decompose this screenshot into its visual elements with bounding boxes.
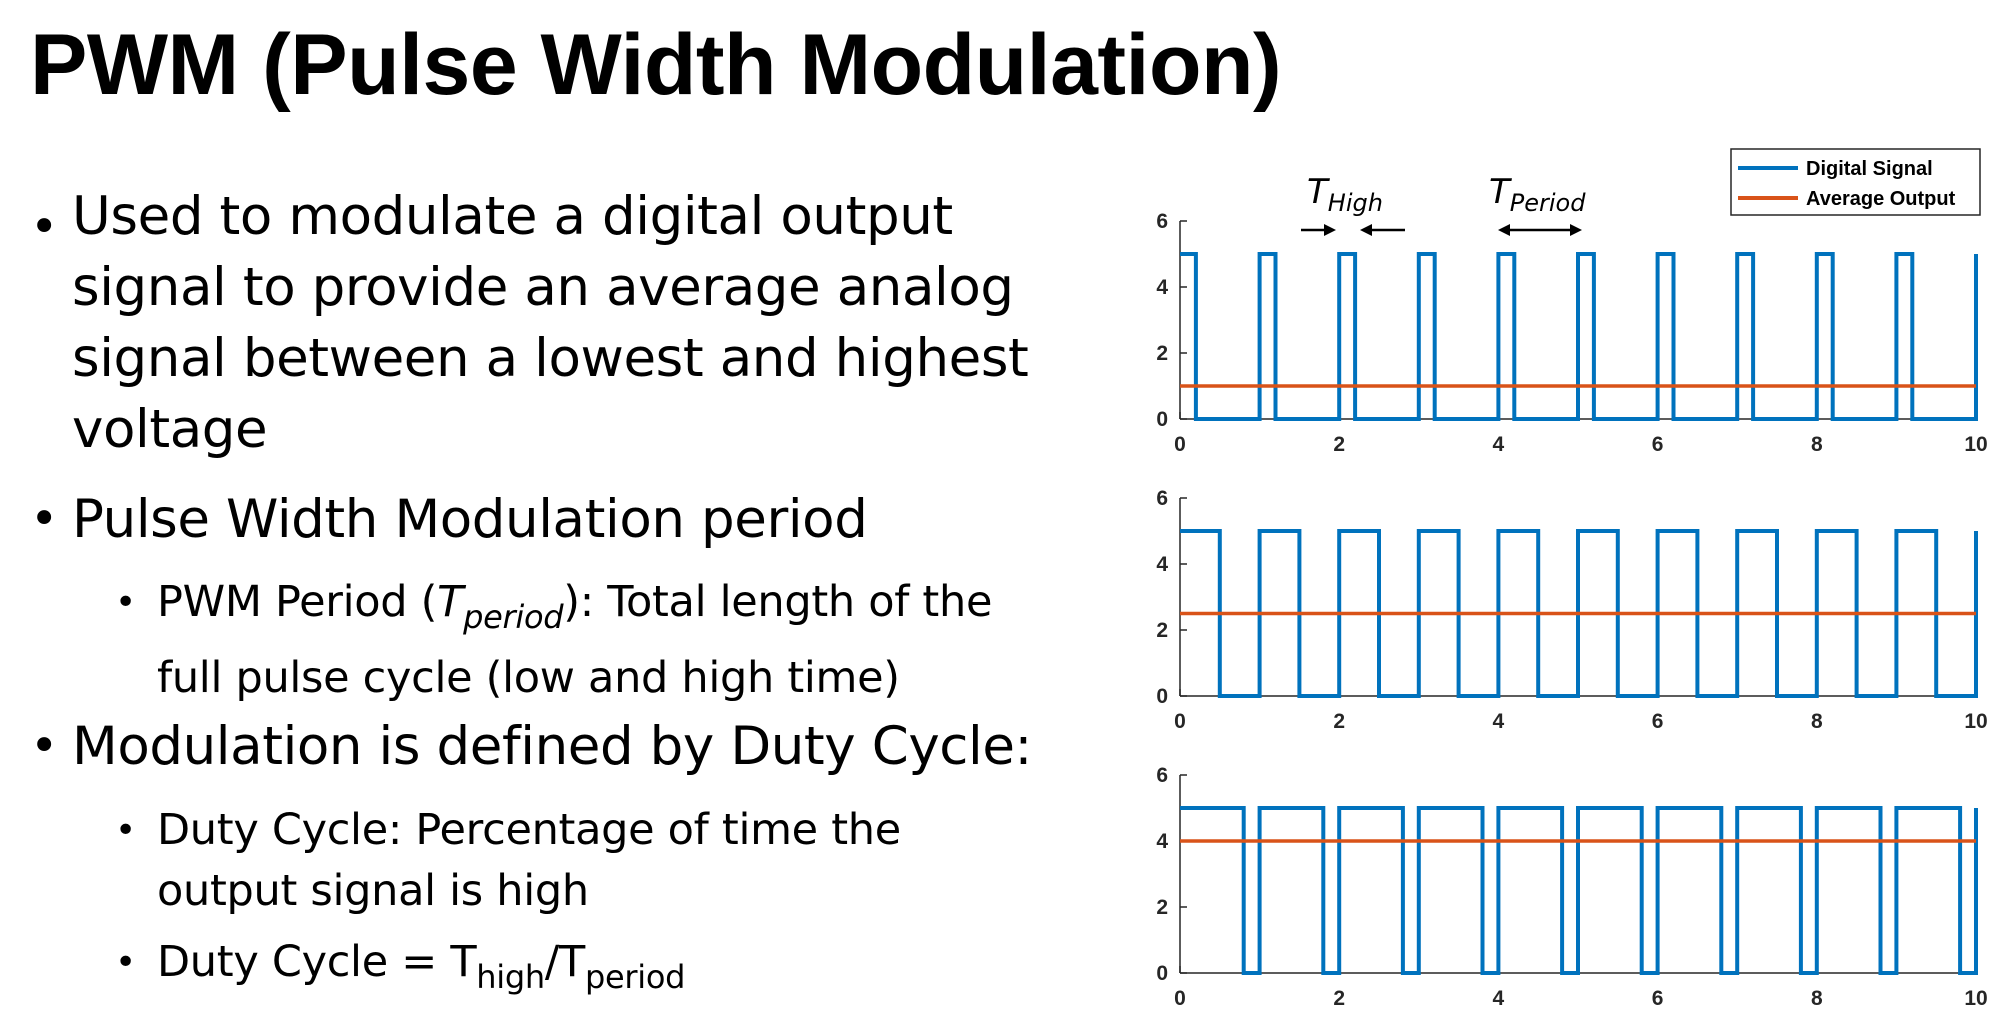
x-tick-label: 4 [1493, 987, 1505, 1010]
t-period-subscript: Period [1510, 189, 1586, 217]
bullet-dot: • [30, 199, 59, 255]
t-high-label: THigh [1307, 172, 1383, 217]
x-tick-label: 0 [1174, 987, 1186, 1010]
x-tick-label: 2 [1333, 710, 1345, 733]
y-tick-label: 0 [1156, 685, 1168, 708]
sub-bullet-dot: • [115, 810, 137, 851]
t-symbol: T [437, 577, 464, 627]
t-period-subscript: period [463, 598, 564, 636]
bullet-2-1: PWM Period (Tperiod): Total length of th… [157, 572, 1077, 709]
slide-title: PWM (Pulse Width Modulation) [30, 17, 1282, 113]
legend-box [1730, 148, 1981, 216]
chart-panel-2: 0 2 4 6 0 2 4 6 8 10 [1156, 487, 1987, 733]
arrow-head-right [1324, 224, 1336, 236]
bullet-2-1-prefix: PWM Period ( [157, 577, 438, 627]
bullet-dot: • [30, 718, 59, 774]
y-tick-label: 4 [1156, 276, 1168, 299]
y-tick-label: 6 [1156, 487, 1168, 510]
chart-panel-1: 0 2 4 6 0 2 4 6 8 10 Digital Signal Average Output T… [1156, 148, 1988, 456]
y-tick-label: 2 [1156, 896, 1168, 919]
x-tick-label: 8 [1811, 987, 1823, 1010]
bullet-1: Used to modulate a digital output signal… [72, 186, 1029, 460]
t-symbol: T [1489, 172, 1512, 212]
t-period-label: TPeriod [1489, 172, 1586, 217]
x-tick-label: 6 [1652, 987, 1664, 1010]
y-tick-label: 4 [1156, 553, 1168, 576]
duty-formula-prefix: Duty Cycle = T [157, 937, 477, 987]
y-tick-label: 6 [1156, 764, 1168, 787]
x-tick-label: 6 [1652, 433, 1664, 456]
x-tick-label: 0 [1174, 433, 1186, 456]
x-tick-label: 10 [1964, 433, 1987, 456]
bullet-3-1-line1: Duty Cycle: Percentage of time the [157, 805, 901, 855]
y-tick-label: 6 [1156, 210, 1168, 233]
bullet-dot: • [30, 491, 59, 547]
digital-signal-line [1180, 806, 1978, 975]
digital-signal-line [1180, 529, 1978, 698]
bullet-3-1: Duty Cycle: Percentage of time the outpu… [157, 800, 1077, 922]
t-high-subscript: High [1328, 189, 1383, 217]
y-tick-label: 0 [1156, 962, 1168, 985]
legend: Digital Signal Average Output [1730, 148, 1981, 216]
chart-panel-3: 0 2 4 6 0 2 4 6 8 10 [1156, 764, 1987, 1010]
t-high-subscript: high [476, 958, 545, 996]
bullet-2-1-line2: full pulse cycle (low and high time) [157, 653, 900, 703]
bullet-3: Modulation is defined by Duty Cycle: [72, 716, 1033, 777]
arrow-head-right [1570, 224, 1582, 236]
y-tick-label: 0 [1156, 408, 1168, 431]
legend-digital-label: Digital Signal [1806, 158, 1933, 180]
legend-average-label: Average Output [1806, 188, 1956, 210]
bullet-2-1-suffix: ): Total length of the [563, 577, 993, 627]
x-tick-label: 8 [1811, 433, 1823, 456]
digital-signal-line [1180, 252, 1978, 421]
x-tick-label: 4 [1493, 433, 1505, 456]
bullet-3-2: Duty Cycle = Thigh/Tperiod [157, 932, 1077, 1008]
duty-formula-slash: /T [544, 937, 586, 987]
arrow-head-left [1498, 224, 1510, 236]
t-symbol: T [1307, 172, 1330, 212]
bullet-2: Pulse Width Modulation period [72, 489, 868, 550]
sub-bullet-dot: • [115, 582, 137, 623]
x-tick-label: 10 [1964, 710, 1987, 733]
x-tick-label: 10 [1964, 987, 1987, 1010]
x-tick-label: 2 [1333, 987, 1345, 1010]
sub-bullet-dot: • [115, 942, 137, 983]
x-tick-label: 0 [1174, 710, 1186, 733]
arrow-head-left [1360, 224, 1372, 236]
x-tick-label: 8 [1811, 710, 1823, 733]
x-tick-label: 4 [1493, 710, 1505, 733]
x-tick-label: 6 [1652, 710, 1664, 733]
t-period-subscript: period [585, 958, 686, 996]
bullet-3-1-line2: output signal is high [157, 866, 589, 916]
y-tick-label: 2 [1156, 619, 1168, 642]
x-tick-label: 2 [1333, 433, 1345, 456]
y-tick-label: 2 [1156, 342, 1168, 365]
y-tick-label: 4 [1156, 830, 1168, 853]
